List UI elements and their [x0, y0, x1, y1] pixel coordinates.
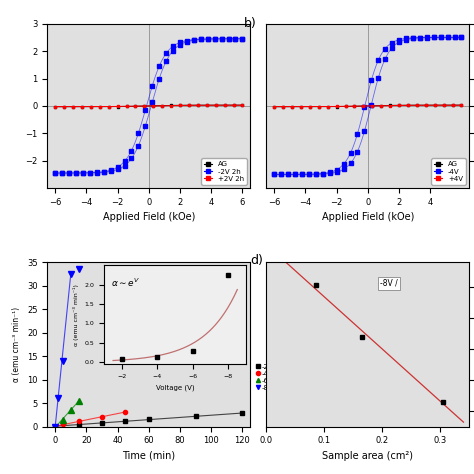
Text: b): b) [244, 17, 257, 29]
Text: -8V /: -8V / [380, 279, 398, 288]
Text: d): d) [250, 254, 263, 267]
X-axis label: Sample area (cm²): Sample area (cm²) [322, 451, 413, 461]
Y-axis label: α (emu cm⁻³ min⁻¹): α (emu cm⁻³ min⁻¹) [12, 307, 21, 382]
X-axis label: Applied Field (kOe): Applied Field (kOe) [103, 212, 195, 222]
Legend: -2V, -4V, -6V, -8V: -2V, -4V, -6V, -8V [254, 361, 277, 393]
X-axis label: Time (min): Time (min) [122, 451, 175, 461]
Legend: AG, -2V 2h, +2V 2h: AG, -2V 2h, +2V 2h [201, 158, 247, 185]
Legend: AG, -4V, +4V: AG, -4V, +4V [431, 158, 466, 185]
X-axis label: Applied Field (kOe): Applied Field (kOe) [322, 212, 414, 222]
